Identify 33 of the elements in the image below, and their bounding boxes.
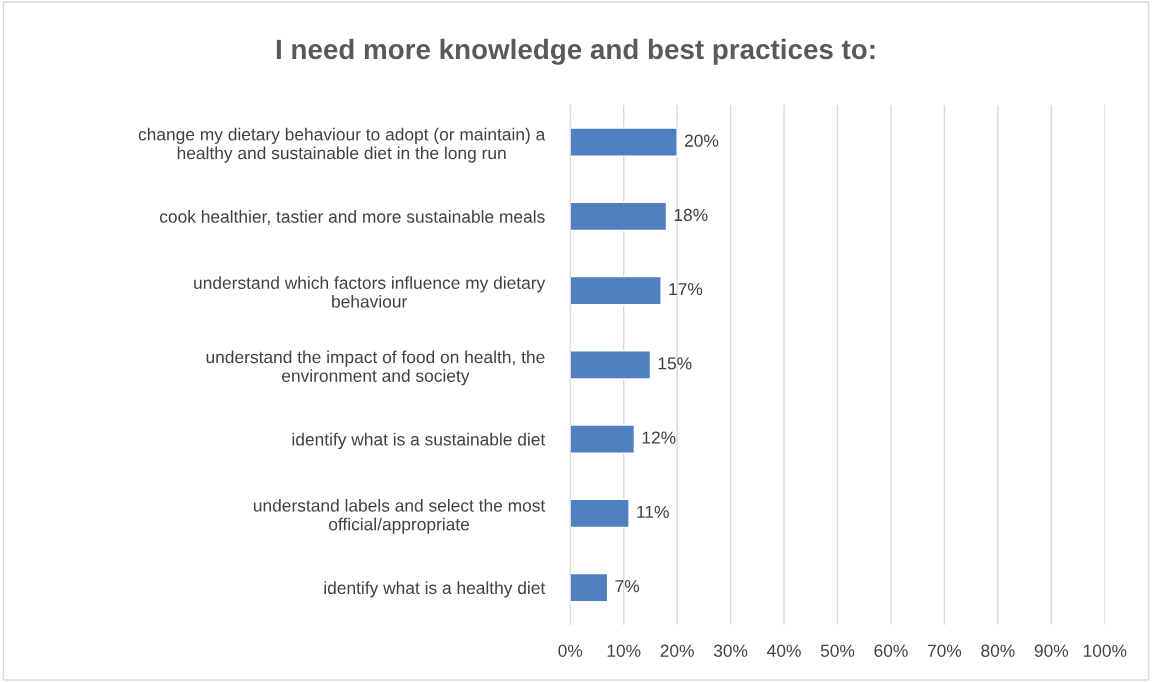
x-tick-label: 30% xyxy=(713,644,748,657)
x-tick-label: 40% xyxy=(767,644,801,657)
data-label: 11% xyxy=(637,505,669,518)
bar xyxy=(570,201,668,232)
bar xyxy=(570,275,662,306)
x-tick-label: 0% xyxy=(558,644,583,657)
data-label: 17% xyxy=(669,283,703,296)
chart-title: I need more knowledge and best practices to: xyxy=(276,38,875,65)
bar xyxy=(570,424,636,454)
data-label: 12% xyxy=(642,431,676,444)
data-label: 15% xyxy=(658,357,692,370)
y-tick-label: cook healthier, tastier and more sustainable meals xyxy=(159,210,545,225)
data-label: 18% xyxy=(674,208,708,222)
y-tick-label: understand which factors influence my dietary behaviour xyxy=(194,276,546,308)
x-tick-label: 100% xyxy=(1083,644,1127,657)
data-label: 20% xyxy=(684,134,719,147)
bar xyxy=(570,127,678,157)
x-tick-label: 10% xyxy=(607,644,641,657)
y-tick-label: understand labels and select the most official/appropriate xyxy=(253,498,546,534)
bar xyxy=(570,498,630,529)
y-tick-label: identify what is a sustainable diet xyxy=(292,432,546,449)
x-tick-label: 70% xyxy=(927,644,962,657)
y-tick-label: change my dietary behaviour to adopt (or maintain) a healthy and sustainable diet in the long run xyxy=(138,127,546,163)
x-tick-label: 20% xyxy=(660,644,694,657)
x-tick-label: 80% xyxy=(981,644,1015,657)
x-tick-label: 90% xyxy=(1034,644,1069,657)
bar xyxy=(570,572,609,603)
x-tick-label: 60% xyxy=(874,644,908,657)
data-label: 7% xyxy=(615,580,640,593)
y-tick-label: identify what is a healthy diet xyxy=(324,581,546,598)
x-tick-label: 50% xyxy=(820,644,855,657)
bar xyxy=(570,350,652,380)
y-tick-label: understand the impact of food on health, the environment and society xyxy=(206,350,545,386)
